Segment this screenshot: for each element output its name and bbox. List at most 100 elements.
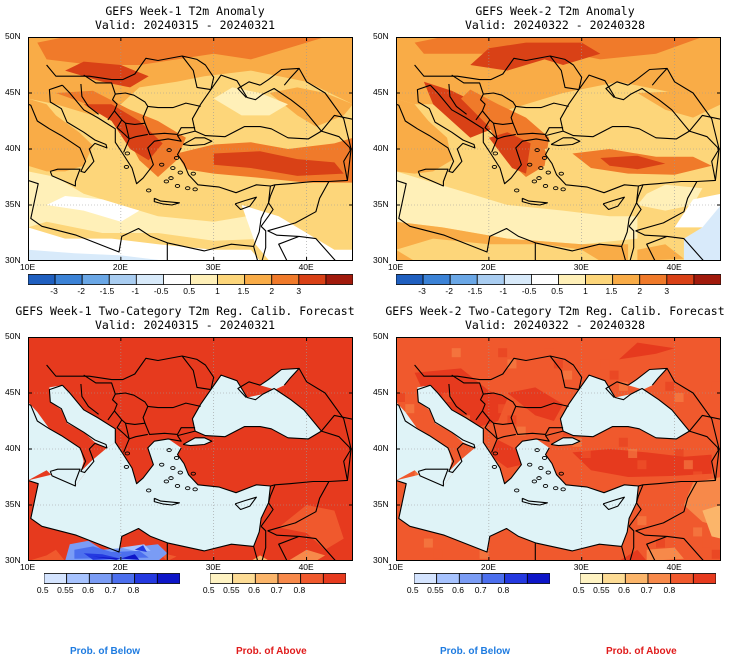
anomaly-region [470, 42, 601, 71]
probability-cell [442, 393, 452, 402]
probability-cell [646, 527, 656, 537]
boundary-line [628, 502, 642, 527]
panel-valid-dates: Valid: 20240322 - 20240328 [464, 18, 645, 32]
boundary-line [605, 381, 629, 398]
boundary-line [605, 81, 629, 98]
boundary-line [182, 137, 213, 147]
anomaly-region [488, 182, 582, 200]
island-outline [553, 186, 559, 191]
island-outline [492, 451, 499, 456]
boundary-line [234, 196, 257, 211]
colorbar-tick-label: 0.5 [551, 286, 564, 296]
anomaly-region [213, 87, 288, 116]
probability-cell [674, 449, 684, 458]
boundary-line [430, 84, 570, 185]
probability-cell [637, 460, 647, 470]
boundary-line [688, 414, 721, 432]
lat-label: 35N [5, 199, 21, 209]
boundary-line [83, 74, 118, 121]
boundary-line [666, 68, 720, 150]
colorbar-swatch [190, 274, 218, 285]
lat-label: 30N [373, 555, 389, 565]
island-outline [514, 488, 520, 493]
boundary-line [562, 374, 690, 440]
boundary-line [259, 67, 300, 86]
boundary-line [176, 147, 271, 247]
probability-cell [609, 370, 619, 380]
colorbar-swatch [244, 274, 273, 285]
boundary-line [343, 148, 352, 181]
boundary-line [711, 448, 720, 481]
island-outline [192, 187, 198, 192]
colorbar-swatch [111, 573, 136, 584]
boundary-line [549, 55, 579, 91]
island-outline [163, 179, 170, 184]
colorbar-tick-label: 0.5 [572, 585, 585, 595]
island-outline [536, 476, 542, 481]
lat-label: 50N [5, 31, 21, 41]
island-outline [558, 171, 564, 176]
island-outline [545, 470, 551, 475]
colorbar-tick-label: 0.5 [36, 585, 49, 595]
island-outline [166, 148, 172, 153]
boundary-line [116, 419, 130, 453]
panel-week2-anomaly: GEFS Week-2 T2m Anomaly Valid: 20240322 … [370, 0, 740, 300]
anomaly-region [396, 98, 452, 174]
island-outline [560, 187, 566, 192]
boundary-line [181, 355, 211, 391]
boundary-line [260, 225, 267, 261]
island-outline [553, 486, 559, 491]
island-outline [558, 471, 564, 476]
colorbar-swatch [602, 573, 626, 584]
colorbar-swatch [481, 573, 506, 584]
probability-cell [618, 437, 628, 447]
colorbar-tick-label: 0.8 [127, 585, 140, 595]
probability-cell [711, 381, 721, 391]
island-outline [163, 479, 170, 484]
boundary-line [260, 502, 274, 527]
probability-cell [581, 449, 591, 458]
colorbar-swatch [422, 274, 451, 285]
map-week1-anomaly [28, 37, 353, 261]
map-canvas [28, 337, 353, 561]
boundary-line [28, 179, 254, 253]
island-outline [538, 166, 544, 170]
island-outline [190, 171, 196, 176]
island-outline [192, 487, 198, 492]
lat-label: 35N [373, 499, 389, 509]
boundary-line [621, 546, 627, 561]
prob-below-label: Prob. of Below [70, 646, 140, 657]
island-outline [123, 464, 130, 469]
island-outline [159, 162, 165, 167]
panel-title: GEFS Week-2 Two-Category T2m Reg. Calib.… [385, 304, 725, 318]
boundary-line [343, 448, 352, 481]
boundary-line [176, 447, 271, 547]
boundary-line [83, 374, 118, 421]
colorbar-swatch [526, 573, 550, 584]
colorbar-swatch [28, 274, 56, 285]
boundary-line [116, 119, 130, 153]
probability-region [414, 368, 508, 427]
boundary-line [194, 374, 322, 440]
boundary-line [515, 402, 569, 409]
island-outline [560, 487, 566, 492]
axis-ticks [28, 337, 353, 561]
anomaly-region [28, 249, 168, 261]
colorbar-tick-label: -1.5 [467, 286, 483, 296]
colorbar-tick-label: 1 [215, 286, 220, 296]
boundary-line [628, 225, 635, 261]
probability-region [702, 505, 721, 539]
probability-region [488, 440, 522, 468]
boundary-line [638, 430, 720, 487]
boundary-line [521, 497, 548, 506]
boundary-line [396, 179, 622, 253]
boundary-line [521, 197, 548, 206]
boundary-line [667, 535, 705, 561]
boundary-line [417, 168, 449, 187]
island-outline [190, 471, 196, 476]
probability-cell [544, 348, 554, 358]
probability-cell [637, 516, 647, 526]
colorbar-tick-label: 3 [664, 286, 670, 296]
probability-cell [618, 381, 628, 391]
probability-cell [563, 370, 573, 380]
